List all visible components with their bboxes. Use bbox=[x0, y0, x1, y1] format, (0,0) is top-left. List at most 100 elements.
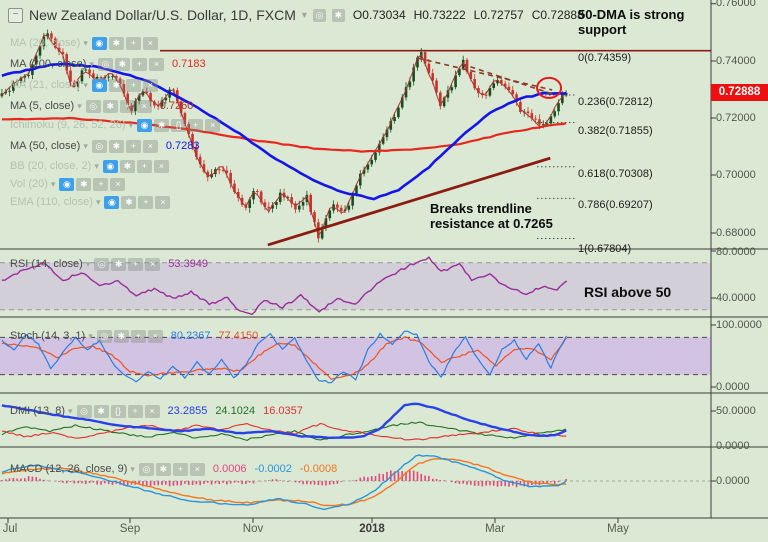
chevron-down-icon[interactable]: ▾ bbox=[83, 140, 88, 151]
close-icon[interactable]: × bbox=[144, 404, 160, 418]
high-value: H0.73222 bbox=[413, 8, 466, 22]
visibility-icon[interactable]: ◎ bbox=[94, 257, 110, 271]
close-icon[interactable]: × bbox=[147, 329, 163, 343]
chevron-down-icon[interactable]: ▾ bbox=[50, 178, 56, 189]
indicator-value: 0.7260 bbox=[159, 100, 194, 112]
symbol-title[interactable]: New Zealand Dollar/U.S. Dollar, 1D, FXCM bbox=[29, 7, 296, 23]
chevron-down-icon[interactable]: ▾ bbox=[130, 463, 135, 474]
chevron-down-icon[interactable]: ▾ bbox=[83, 37, 88, 48]
indicator-label[interactable]: MA (21, close) bbox=[10, 79, 81, 91]
chevron-down-icon[interactable]: ▾ bbox=[128, 119, 134, 130]
open-value: O0.73034 bbox=[352, 8, 406, 22]
chevron-down-icon[interactable]: ▾ bbox=[77, 100, 82, 111]
settings-icon[interactable]: ✱ bbox=[108, 36, 124, 50]
chevron-down-icon[interactable]: ▾ bbox=[88, 330, 93, 341]
close-icon[interactable]: × bbox=[142, 36, 158, 50]
chevron-down-icon[interactable]: ▾ bbox=[95, 196, 101, 207]
close-icon[interactable]: × bbox=[153, 159, 169, 173]
visibility-icon[interactable]: ◉ bbox=[59, 177, 75, 191]
visibility-icon[interactable]: ◎ bbox=[85, 99, 101, 113]
add-icon[interactable]: + bbox=[172, 462, 188, 476]
settings-icon[interactable]: ✱ bbox=[121, 195, 137, 209]
indicator-label[interactable]: MA (5, close) bbox=[10, 100, 75, 112]
indicator-label[interactable]: MACD (12, 26, close, 9) bbox=[10, 463, 128, 475]
add-icon[interactable]: + bbox=[130, 329, 146, 343]
close-icon[interactable]: × bbox=[155, 195, 171, 209]
visibility-icon[interactable]: ◎ bbox=[91, 139, 107, 153]
indicator-label[interactable]: DMI (13, 8) bbox=[10, 405, 66, 417]
settings-icon[interactable]: ✱ bbox=[108, 139, 124, 153]
add-icon[interactable]: + bbox=[188, 118, 204, 132]
add-icon[interactable]: + bbox=[128, 257, 144, 271]
chevron-down-icon[interactable]: ▾ bbox=[94, 160, 99, 171]
time-axis-label: Mar bbox=[485, 523, 505, 535]
settings-icon[interactable]: ✱ bbox=[114, 57, 130, 71]
visibility-icon[interactable]: ◉ bbox=[91, 78, 107, 92]
close-icon[interactable]: × bbox=[142, 139, 158, 153]
indicator-label[interactable]: RSI (14, close) bbox=[10, 258, 83, 270]
add-icon[interactable]: + bbox=[131, 57, 147, 71]
close-icon[interactable]: × bbox=[110, 177, 126, 191]
add-icon[interactable]: + bbox=[136, 159, 152, 173]
visibility-icon[interactable]: ◉ bbox=[91, 36, 107, 50]
add-icon[interactable]: + bbox=[119, 99, 135, 113]
indicator-row: Vol (20) ▾ ◉ ✱ + × bbox=[10, 177, 126, 191]
chevron-down-icon[interactable]: ▾ bbox=[68, 405, 73, 416]
add-icon[interactable]: + bbox=[93, 177, 109, 191]
visibility-icon[interactable]: ◎ bbox=[76, 404, 92, 418]
add-icon[interactable]: + bbox=[125, 78, 141, 92]
settings-icon[interactable]: ✱ bbox=[155, 462, 171, 476]
indicator-label[interactable]: MA (20, close) bbox=[10, 37, 81, 49]
indicator-label[interactable]: Stoch (14, 3, 1) bbox=[10, 330, 86, 342]
close-icon[interactable]: × bbox=[145, 257, 161, 271]
settings-icon[interactable]: ✱ bbox=[108, 78, 124, 92]
source-code-icon[interactable]: {} bbox=[110, 404, 126, 418]
indicator-row: MA (21, close) ▾ ◉ ✱ + × bbox=[10, 78, 158, 92]
chevron-down-icon[interactable]: ▾ bbox=[83, 79, 88, 90]
indicator-row: EMA (110, close) ▾ ◉ ✱ + × bbox=[10, 195, 171, 209]
settings-icon[interactable]: ✱ bbox=[102, 99, 118, 113]
chevron-down-icon[interactable]: ▾ bbox=[301, 9, 307, 21]
visibility-icon[interactable]: ◎ bbox=[138, 462, 154, 476]
visibility-icon[interactable]: ◎ bbox=[97, 57, 113, 71]
close-icon[interactable]: × bbox=[136, 99, 152, 113]
annotation-trendline-break: Breaks trendline resistance at 0.7265 bbox=[430, 201, 553, 231]
collapse-panel-icon[interactable]: − bbox=[8, 7, 23, 23]
close-icon[interactable]: × bbox=[189, 462, 205, 476]
add-icon[interactable]: + bbox=[138, 195, 154, 209]
add-icon[interactable]: + bbox=[127, 404, 143, 418]
add-icon[interactable]: + bbox=[125, 36, 141, 50]
close-icon[interactable]: × bbox=[205, 118, 221, 132]
indicator-row: MA (5, close) ▾ ◎ ✱ + × 0.7260 bbox=[10, 99, 193, 113]
indicator-value: -0.0002 bbox=[254, 463, 292, 475]
settings-icon[interactable]: ✱ bbox=[111, 257, 127, 271]
close-icon[interactable]: × bbox=[142, 78, 158, 92]
indicator-row: Ichimoku (9, 26, 52, 26) ▾ ◉ ✱{} + × bbox=[10, 118, 221, 132]
indicator-label[interactable]: Ichimoku (9, 26, 52, 26) bbox=[10, 119, 126, 131]
indicator-value: 0.0006 bbox=[212, 463, 247, 475]
settings-icon[interactable]: ✱ bbox=[93, 404, 109, 418]
settings-icon[interactable]: ✱ bbox=[331, 8, 345, 22]
visibility-icon[interactable]: ◎ bbox=[96, 329, 112, 343]
indicator-label[interactable]: MA (50, close) bbox=[10, 140, 81, 152]
settings-icon[interactable]: ✱ bbox=[154, 118, 170, 132]
indicator-row: MA (200, close) ▾ ◎ ✱ + × 0.7183 bbox=[10, 57, 206, 71]
indicator-label[interactable]: Vol (20) bbox=[10, 178, 48, 190]
eye-icon[interactable]: ◎ bbox=[312, 8, 326, 22]
indicator-label[interactable]: MA (200, close) bbox=[10, 58, 87, 70]
visibility-icon[interactable]: ◉ bbox=[104, 195, 120, 209]
settings-icon[interactable]: ✱ bbox=[119, 159, 135, 173]
visibility-icon[interactable]: ◉ bbox=[137, 118, 153, 132]
dmi-axis-label: 0.0000 bbox=[716, 440, 750, 452]
source-code-icon[interactable]: {} bbox=[171, 118, 187, 132]
add-icon[interactable]: + bbox=[125, 139, 141, 153]
close-icon[interactable]: × bbox=[148, 57, 164, 71]
visibility-icon[interactable]: ◉ bbox=[102, 159, 118, 173]
chevron-down-icon[interactable]: ▾ bbox=[89, 58, 94, 69]
settings-icon[interactable]: ✱ bbox=[113, 329, 129, 343]
chevron-down-icon[interactable]: ▾ bbox=[85, 258, 91, 269]
indicator-label[interactable]: BB (20, close, 2) bbox=[10, 160, 92, 172]
settings-icon[interactable]: ✱ bbox=[76, 177, 92, 191]
indicator-label[interactable]: EMA (110, close) bbox=[10, 196, 93, 208]
